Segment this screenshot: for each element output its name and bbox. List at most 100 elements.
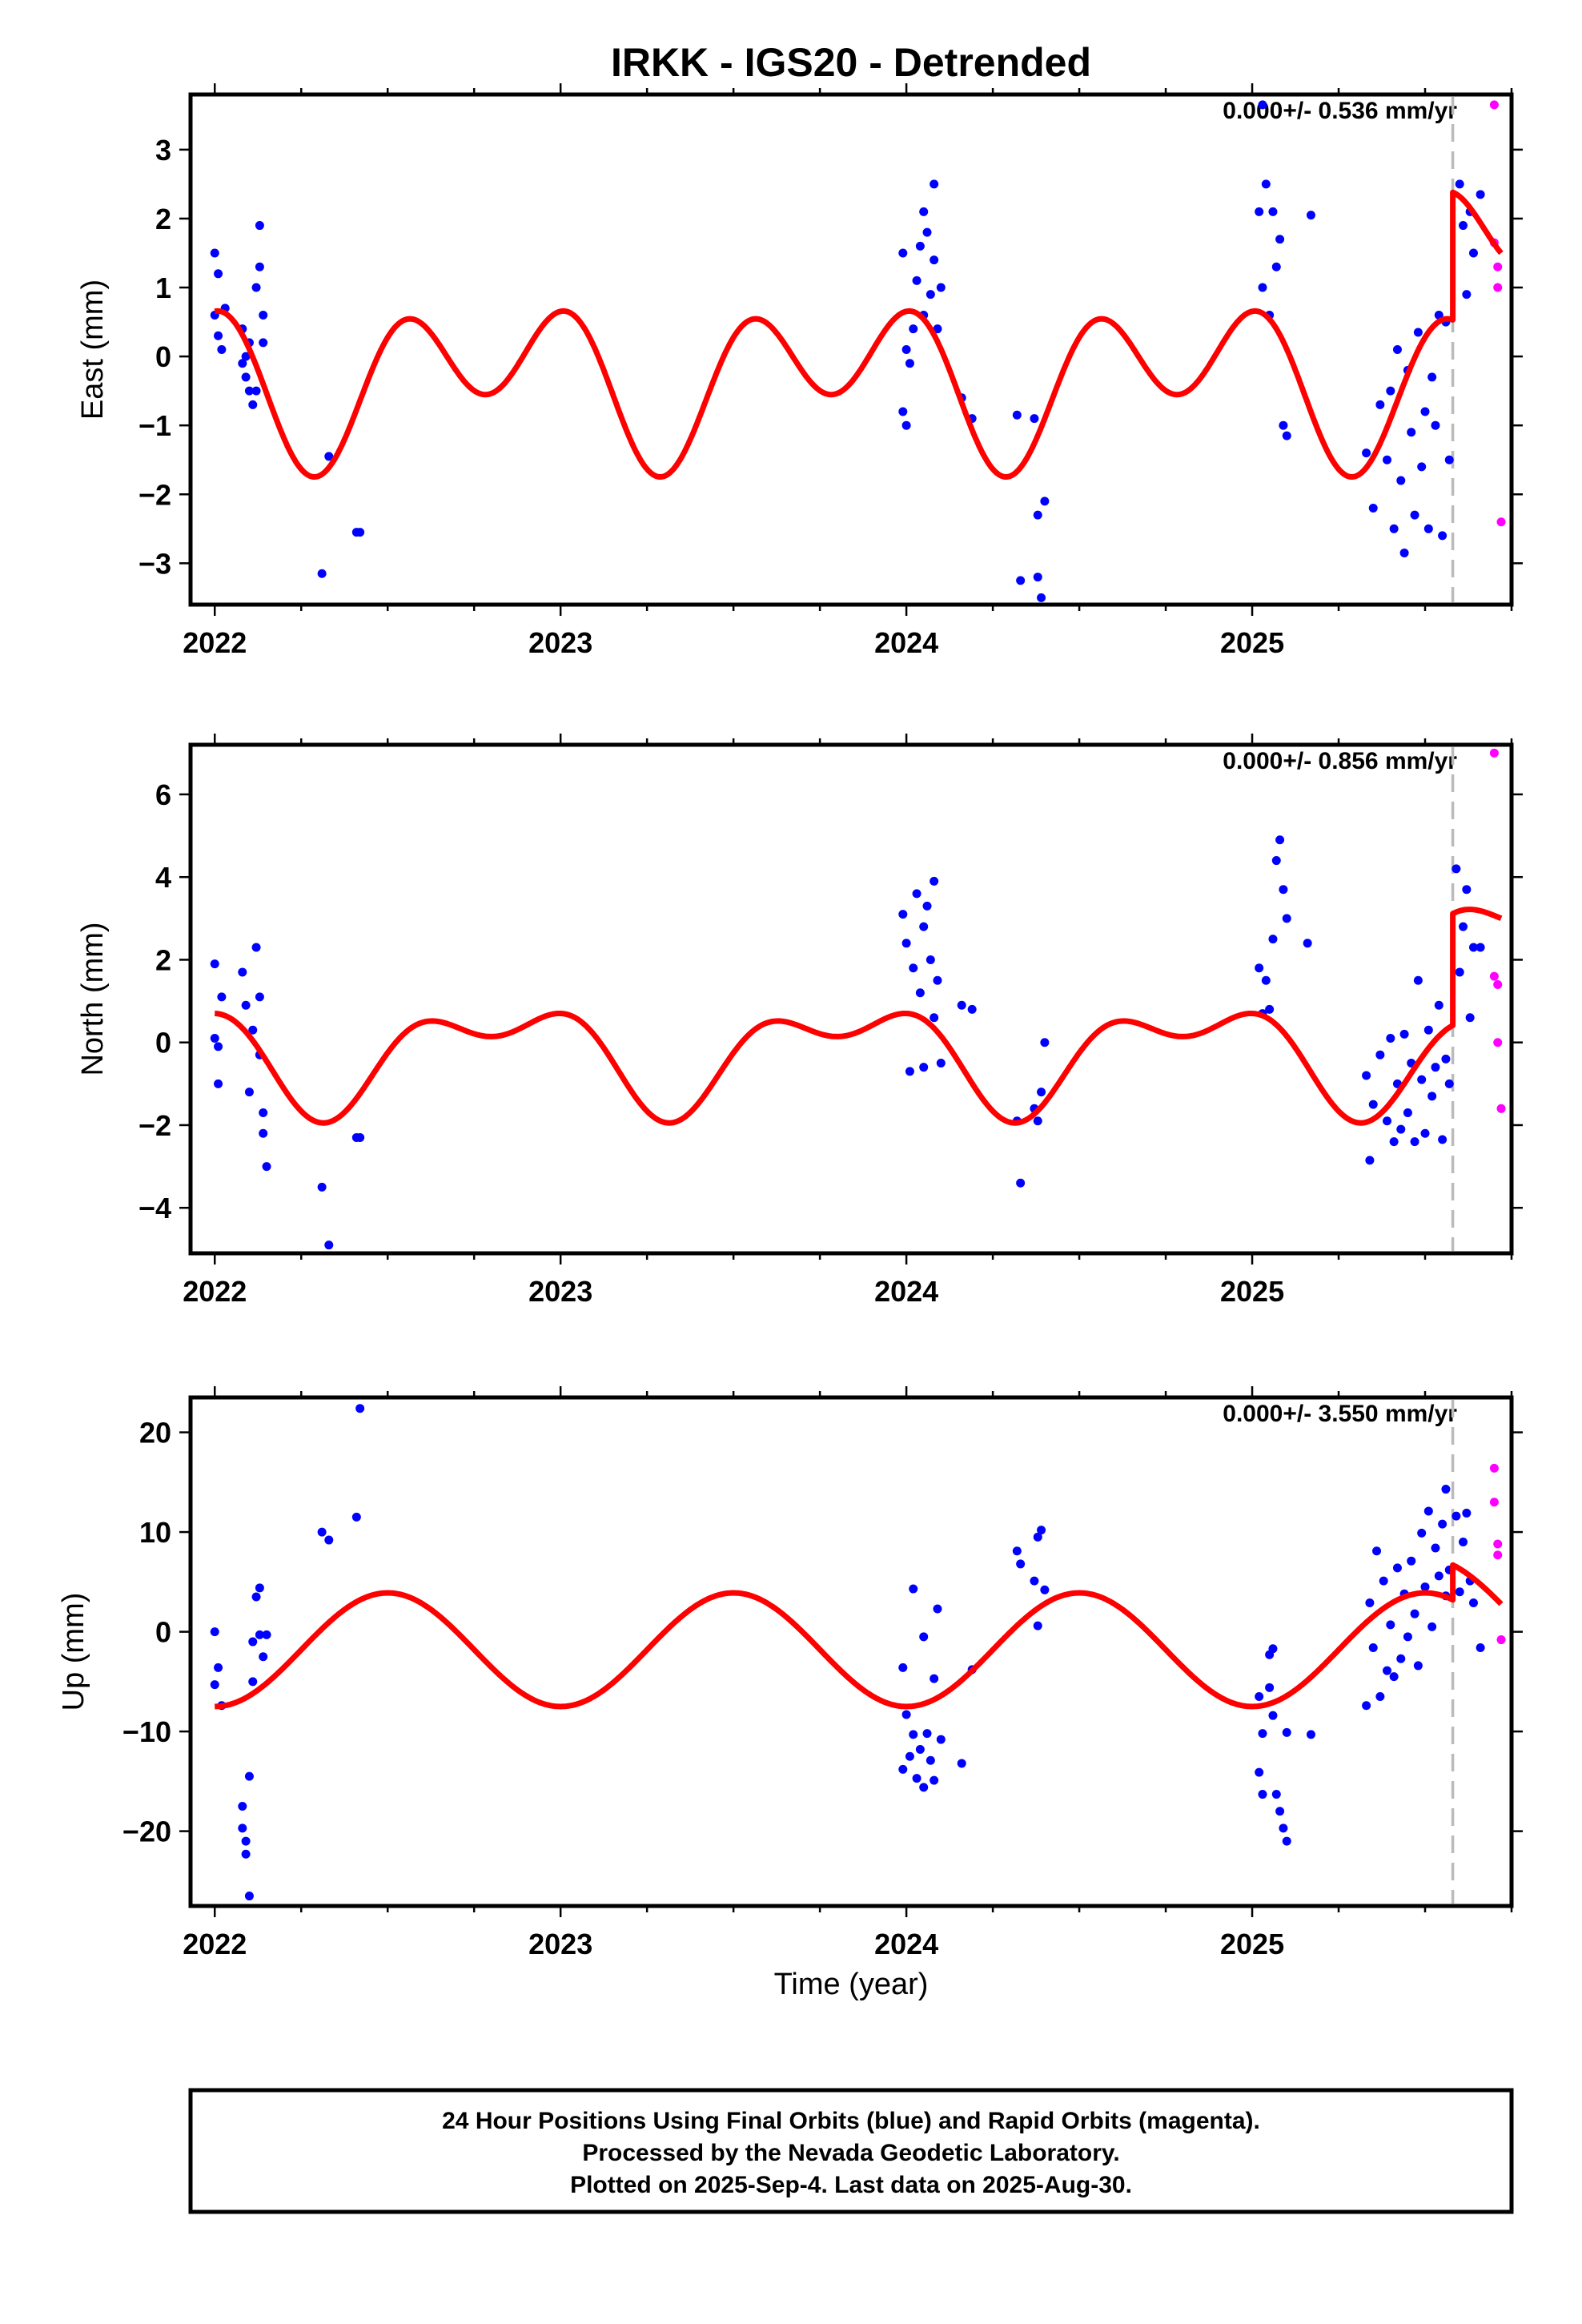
east-final-point	[241, 372, 251, 382]
up-final-point	[926, 1755, 935, 1765]
east-final-point	[1476, 190, 1485, 199]
east-final-point	[1383, 455, 1392, 464]
east-ytick-label: 0	[155, 340, 171, 373]
east-final-point	[1255, 207, 1264, 216]
east-final-point	[1368, 503, 1378, 513]
up-final-point	[1372, 1546, 1382, 1556]
up-final-point	[1033, 1621, 1042, 1630]
north-frame	[188, 742, 1514, 1256]
north-final-point	[1465, 1013, 1475, 1023]
east-rapid-point	[1496, 517, 1506, 527]
up-final-point	[238, 1823, 247, 1833]
north-final-point	[1413, 975, 1423, 985]
north-final-point	[922, 901, 932, 911]
north-final-point	[1476, 943, 1485, 952]
east-ytick-label: 3	[155, 134, 171, 167]
east-final-point	[1392, 345, 1402, 354]
east-final-point	[1462, 290, 1472, 300]
up-final-point	[255, 1630, 264, 1639]
north-final-point	[1016, 1178, 1026, 1188]
up-final-point	[933, 1604, 942, 1614]
east-xtick-label: 2024	[874, 626, 938, 659]
north-final-point	[355, 1132, 365, 1142]
up-final-point	[1258, 1790, 1267, 1799]
north-final-point	[915, 988, 925, 998]
up-final-point	[1417, 1528, 1427, 1538]
north-xtick-label: 2024	[874, 1275, 938, 1308]
north-final-point	[1279, 885, 1288, 895]
up-final-point	[1275, 1807, 1285, 1816]
up-final-point	[259, 1652, 268, 1662]
east-final-point	[255, 262, 264, 271]
up-final-point	[922, 1729, 932, 1739]
north-final-point	[905, 1067, 914, 1076]
north-final-point	[259, 1128, 268, 1138]
up-panel: 2022 2023 2024 2025 20 10 0 −10 −20 Up (mm) 0.000+…	[57, 1386, 1523, 1960]
up-rapid-point	[1489, 1463, 1499, 1473]
up-final-point	[1431, 1543, 1440, 1553]
north-rate-label: 0.000+/- 0.856 mm/yr	[1223, 748, 1457, 774]
north-final-point	[1040, 1038, 1050, 1047]
x-axis-label: Time (year)	[774, 1968, 929, 2001]
north-ytick-label: 6	[155, 778, 171, 811]
north-final-point	[933, 975, 942, 985]
east-final-point	[1386, 386, 1395, 396]
north-final-point	[909, 963, 918, 973]
north-final-point	[1410, 1137, 1419, 1147]
north-ytick-label: 0	[155, 1027, 171, 1059]
east-final-point	[1030, 414, 1039, 424]
up-xtick-label: 2022	[183, 1928, 247, 1960]
north-final-point	[1396, 1124, 1406, 1134]
up-final-point	[1423, 1506, 1433, 1516]
north-data	[210, 748, 1506, 1250]
north-ytick-label: 4	[155, 861, 171, 894]
north-final-point	[259, 1108, 268, 1117]
north-final-point	[248, 1025, 258, 1035]
north-final-point	[1282, 914, 1291, 923]
up-final-point	[1375, 1692, 1385, 1702]
north-final-point	[1275, 835, 1285, 845]
east-final-point	[930, 255, 939, 265]
up-model-curve	[213, 1562, 1504, 1710]
east-final-point	[1033, 573, 1042, 582]
up-final-point	[1438, 1519, 1447, 1529]
up-final-point	[241, 1836, 251, 1846]
up-final-point	[1279, 1823, 1288, 1833]
up-final-point	[244, 1771, 254, 1781]
east-xtick-label: 2022	[183, 626, 247, 659]
up-final-point	[1268, 1711, 1278, 1720]
up-final-point	[1462, 1508, 1472, 1518]
up-final-point	[1389, 1672, 1399, 1682]
up-final-point	[1012, 1546, 1022, 1556]
east-final-point	[244, 386, 254, 396]
up-xtick-label: 2024	[874, 1928, 938, 1960]
up-final-point	[317, 1527, 327, 1537]
north-final-point	[919, 922, 929, 931]
east-final-point	[1375, 400, 1385, 409]
east-final-point	[1275, 235, 1285, 244]
up-final-point	[898, 1663, 908, 1672]
north-final-point	[1438, 1135, 1447, 1144]
east-final-point	[1306, 211, 1315, 220]
north-final-point	[1444, 1079, 1454, 1088]
east-final-point	[217, 345, 227, 354]
up-final-point	[1413, 1661, 1423, 1671]
up-ytick-label: −20	[122, 1815, 171, 1848]
north-final-point	[1459, 922, 1468, 931]
north-final-point	[1399, 1029, 1409, 1039]
up-frame	[188, 1395, 1514, 1908]
east-final-point	[912, 275, 921, 285]
east-final-point	[1417, 462, 1427, 472]
north-final-point	[1431, 1063, 1440, 1072]
up-final-point	[255, 1583, 264, 1593]
up-final-point	[898, 1764, 908, 1774]
north-final-point	[1033, 1116, 1042, 1126]
east-rate-label: 0.000+/- 0.536 mm/yr	[1223, 98, 1457, 124]
east-final-point	[1455, 179, 1464, 189]
north-final-point	[241, 1000, 251, 1010]
east-panel: 2022 2023 2024 2025 3 2 1 0 −1 −2 −3 East (mm) 0.000…	[76, 83, 1523, 659]
up-final-point	[1362, 1701, 1371, 1711]
up-final-point	[1441, 1485, 1451, 1494]
up-final-point	[210, 1627, 219, 1637]
